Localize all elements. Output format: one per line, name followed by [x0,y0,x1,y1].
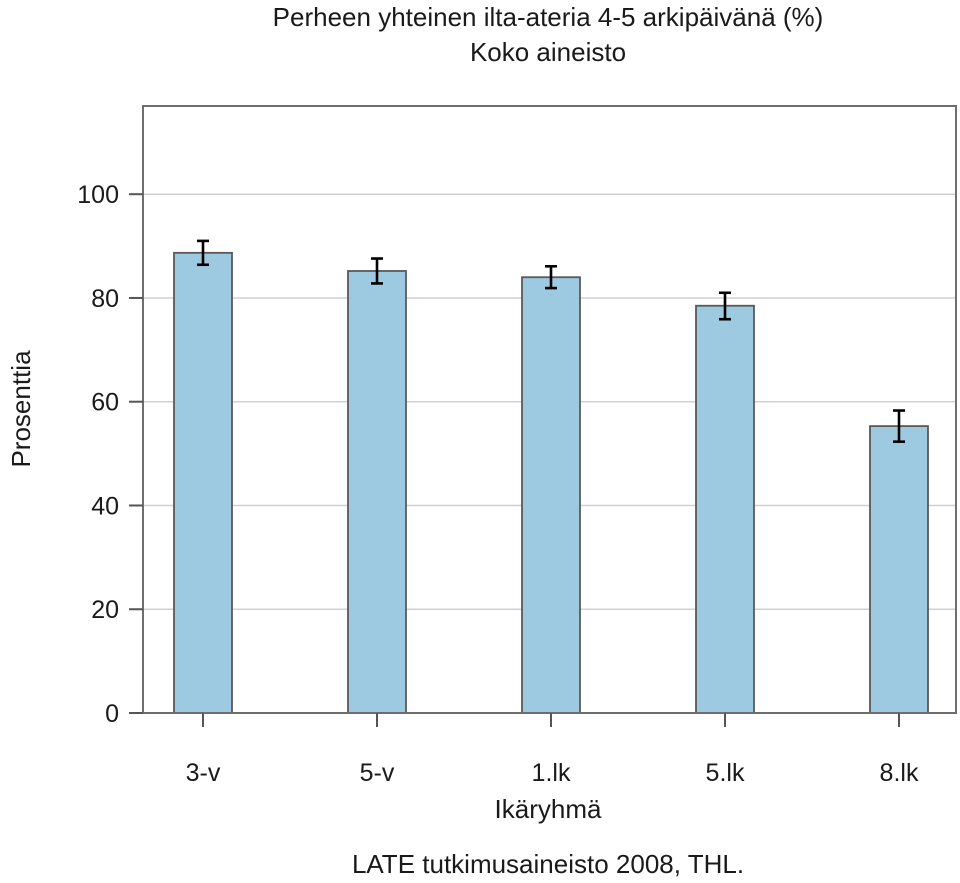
bar [521,276,581,714]
chart-title: Perheen yhteinen ilta-ateria 4-5 arkipäi… [273,2,824,32]
y-tick-label: 100 [77,181,119,209]
error-bar [893,409,905,443]
bar [173,251,233,714]
bar [869,425,929,714]
plot-frame [142,105,957,714]
error-bar [197,239,209,267]
x-tick-label: 5-v [360,759,395,787]
bar [695,304,755,714]
y-axis: 0 20 40 60 80 100 [77,181,143,728]
bar [347,270,407,714]
x-axis-label: Ikäryhmä [495,794,602,824]
x-tick-label: 1.lk [532,759,571,787]
x-axis: 3-v 5-v 1.lk 5.lk 8.lk [186,713,919,787]
x-tick-label: 5.lk [706,759,745,787]
y-tick-label: 80 [91,285,119,313]
error-bar [545,265,557,290]
error-bar [371,257,383,285]
y-tick-label: 0 [105,700,119,728]
x-tick-label: 8.lk [880,759,919,787]
y-tick-label: 60 [91,389,119,417]
y-tick-label: 40 [91,492,119,520]
y-axis-label: Prosenttia [6,350,36,468]
chart-subtitle: Koko aineisto [470,37,626,67]
source-note: LATE tutkimusaineisto 2008, THL. [352,849,744,879]
x-tick-label: 3-v [186,759,221,787]
y-tick-label: 20 [91,596,119,624]
error-bars [197,239,905,443]
bars [173,251,929,714]
error-bar [719,291,731,321]
